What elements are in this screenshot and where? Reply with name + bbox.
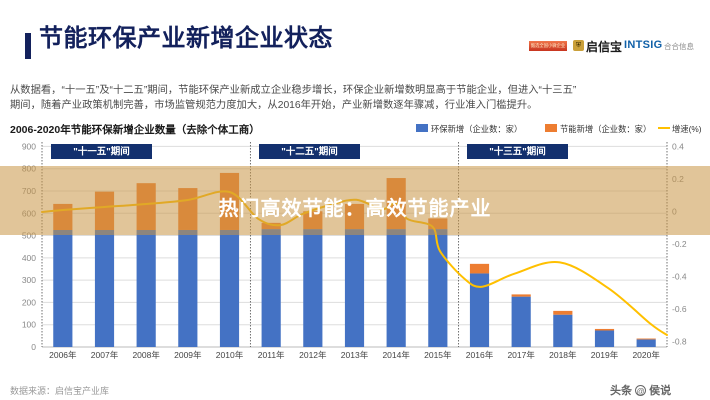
svg-text:2015年: 2015年 (424, 350, 452, 360)
svg-text:-0.6: -0.6 (672, 304, 687, 314)
svg-text:200: 200 (22, 297, 36, 307)
svg-text:400: 400 (22, 253, 36, 263)
svg-text:-0.8: -0.8 (672, 336, 687, 346)
svg-text:2009年: 2009年 (174, 350, 202, 360)
svg-text:0.4: 0.4 (672, 141, 684, 151)
svg-text:2014年: 2014年 (382, 350, 410, 360)
svg-text:-0.2: -0.2 (672, 239, 687, 249)
svg-text:0: 0 (31, 342, 36, 352)
svg-text:100: 100 (22, 320, 36, 330)
svg-text:"十二五"期间: "十二五"期间 (281, 146, 338, 158)
svg-text:2007年: 2007年 (91, 350, 119, 360)
svg-text:2010年: 2010年 (216, 350, 244, 360)
svg-text:"十三五"期间: "十三五"期间 (489, 146, 546, 158)
svg-text:2017年: 2017年 (507, 350, 535, 360)
svg-text:-0.4: -0.4 (672, 271, 687, 281)
svg-text:900: 900 (22, 141, 36, 151)
svg-text:"十一五"期间: "十一五"期间 (73, 146, 130, 158)
svg-text:2013年: 2013年 (341, 350, 369, 360)
svg-text:2011年: 2011年 (258, 350, 285, 360)
svg-text:2012年: 2012年 (299, 350, 327, 360)
svg-text:2006年: 2006年 (49, 350, 77, 360)
svg-text:2020年: 2020年 (632, 350, 660, 360)
svg-text:2008年: 2008年 (132, 350, 160, 360)
svg-text:2018年: 2018年 (549, 350, 577, 360)
svg-text:2016年: 2016年 (466, 350, 494, 360)
svg-text:300: 300 (22, 275, 36, 285)
svg-text:2019年: 2019年 (591, 350, 619, 360)
